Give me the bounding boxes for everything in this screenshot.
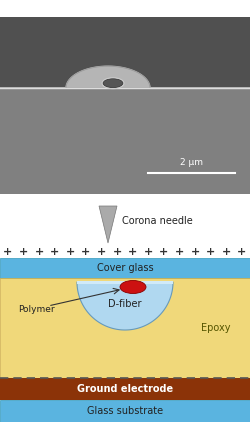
Text: Polymer: Polymer: [18, 306, 55, 314]
Bar: [0, 278, 250, 378]
Text: +: +: [50, 247, 59, 257]
Polygon shape: [77, 282, 173, 330]
Bar: [0, 258, 250, 278]
Text: +: +: [97, 247, 106, 257]
Text: +: +: [222, 247, 231, 257]
Bar: [0, 88, 250, 115]
Text: +: +: [112, 247, 122, 257]
Ellipse shape: [120, 281, 146, 293]
Text: Ground electrode: Ground electrode: [77, 384, 173, 394]
Bar: [0, 97, 250, 195]
Text: 2 μm: 2 μm: [180, 158, 203, 167]
Text: +: +: [238, 247, 246, 257]
Polygon shape: [0, 66, 250, 88]
Bar: [0, 17, 250, 97]
Text: +: +: [190, 247, 200, 257]
Text: Corona needle: Corona needle: [122, 216, 193, 227]
Text: D-fiber: D-fiber: [108, 299, 142, 308]
Polygon shape: [99, 206, 117, 243]
Text: +: +: [128, 247, 138, 257]
Text: +: +: [160, 247, 168, 257]
Bar: [0, 378, 250, 400]
Text: +: +: [34, 247, 44, 257]
Text: +: +: [4, 247, 13, 257]
Bar: [77, 281, 173, 284]
Bar: [0, 194, 250, 196]
Text: +: +: [82, 247, 90, 257]
Ellipse shape: [103, 78, 123, 88]
Bar: [0, 88, 250, 195]
Text: +: +: [19, 247, 28, 257]
Text: +: +: [144, 247, 153, 257]
Text: +: +: [175, 247, 184, 257]
Bar: [0, 17, 250, 195]
Text: Epoxy: Epoxy: [200, 323, 230, 333]
Text: Glass substrate: Glass substrate: [87, 406, 163, 416]
Text: +: +: [206, 247, 216, 257]
Text: +: +: [66, 247, 75, 257]
Text: Cover glass: Cover glass: [97, 263, 153, 273]
Bar: [0, 400, 250, 422]
